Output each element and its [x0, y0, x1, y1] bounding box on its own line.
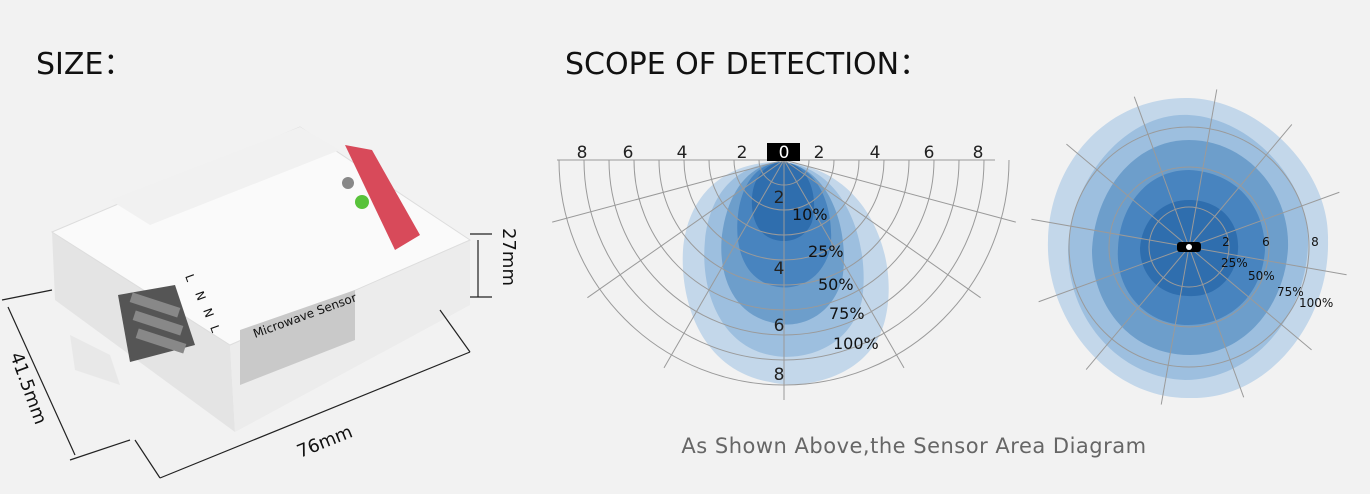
depth-label: 8	[774, 365, 785, 385]
guide-ray	[1031, 218, 1190, 248]
ring-label: 2	[1222, 235, 1230, 249]
dimension-lines	[1, 233, 492, 479]
coverage-label: 25%	[1221, 256, 1248, 270]
guide-ray	[1160, 246, 1190, 405]
guide-ray	[783, 159, 905, 369]
guide-ray	[1188, 124, 1293, 248]
guide-ray	[1188, 246, 1347, 276]
guide-ray	[1085, 246, 1190, 370]
coverage-label: 25%	[808, 242, 844, 261]
guide-ring	[1068, 126, 1310, 368]
coverage-label: 100%	[1299, 296, 1333, 310]
guide-ray	[1133, 96, 1190, 248]
side-view-grid	[552, 159, 1016, 400]
ring-label: 6	[1262, 235, 1270, 249]
origin-marker	[767, 143, 800, 161]
coverage-label: 100%	[833, 334, 879, 353]
top-view-grid	[1031, 89, 1347, 405]
coverage-label: 50%	[1248, 269, 1275, 283]
guide-ray	[783, 159, 981, 299]
guide-ray	[587, 159, 785, 299]
scale-label: 2	[814, 143, 825, 163]
depth-label: 2	[774, 188, 785, 208]
caption: As Shown Above,the Sensor Area Diagram	[681, 434, 1146, 458]
scale-label: 8	[973, 143, 984, 163]
guide-ray	[552, 159, 785, 223]
device: Microwave Sensor L N N L	[50, 126, 472, 432]
coverage-label: 10%	[792, 205, 828, 224]
guide-ray	[1188, 246, 1312, 351]
dimension-height: 27mm	[498, 228, 519, 286]
coverage-label: 50%	[818, 275, 854, 294]
depth-label: 4	[774, 259, 785, 279]
guide-ray	[1188, 191, 1340, 248]
guide-ray	[1188, 89, 1218, 248]
guide-ray	[1188, 246, 1245, 398]
guide-ray	[663, 159, 785, 369]
guide-ring	[1148, 206, 1230, 288]
scale-label: 6	[924, 143, 935, 163]
size-title: SIZE：	[36, 47, 133, 82]
scale-label: 6	[623, 143, 634, 163]
side-view-scale: 8 6 4 2 0 2 4 6 8 2 4 6 8 10% 25% 50% 75% 100%	[577, 143, 984, 385]
detection-title: SCOPE OF DETECTION：	[565, 47, 929, 82]
coverage-label: 75%	[829, 304, 865, 323]
scale-label: 0	[779, 143, 790, 163]
sensor-dot	[1186, 244, 1192, 250]
scale-label: 2	[737, 143, 748, 163]
ring-label: 8	[1311, 235, 1319, 249]
scale-label: 4	[677, 143, 688, 163]
depth-label: 6	[774, 316, 785, 336]
guide-ray	[1038, 246, 1190, 303]
guide-ring	[1108, 166, 1270, 328]
scale-label: 4	[870, 143, 881, 163]
guide-ray	[783, 159, 1016, 223]
terminal-label: L	[182, 272, 198, 283]
guide-ray	[1066, 143, 1190, 248]
top-view-labels: 2 6 8 25%50%75%100%	[1221, 235, 1333, 310]
terminal-label: L	[207, 323, 223, 334]
coverage-label: 75%	[1277, 285, 1304, 299]
scale-label: 8	[577, 143, 588, 163]
